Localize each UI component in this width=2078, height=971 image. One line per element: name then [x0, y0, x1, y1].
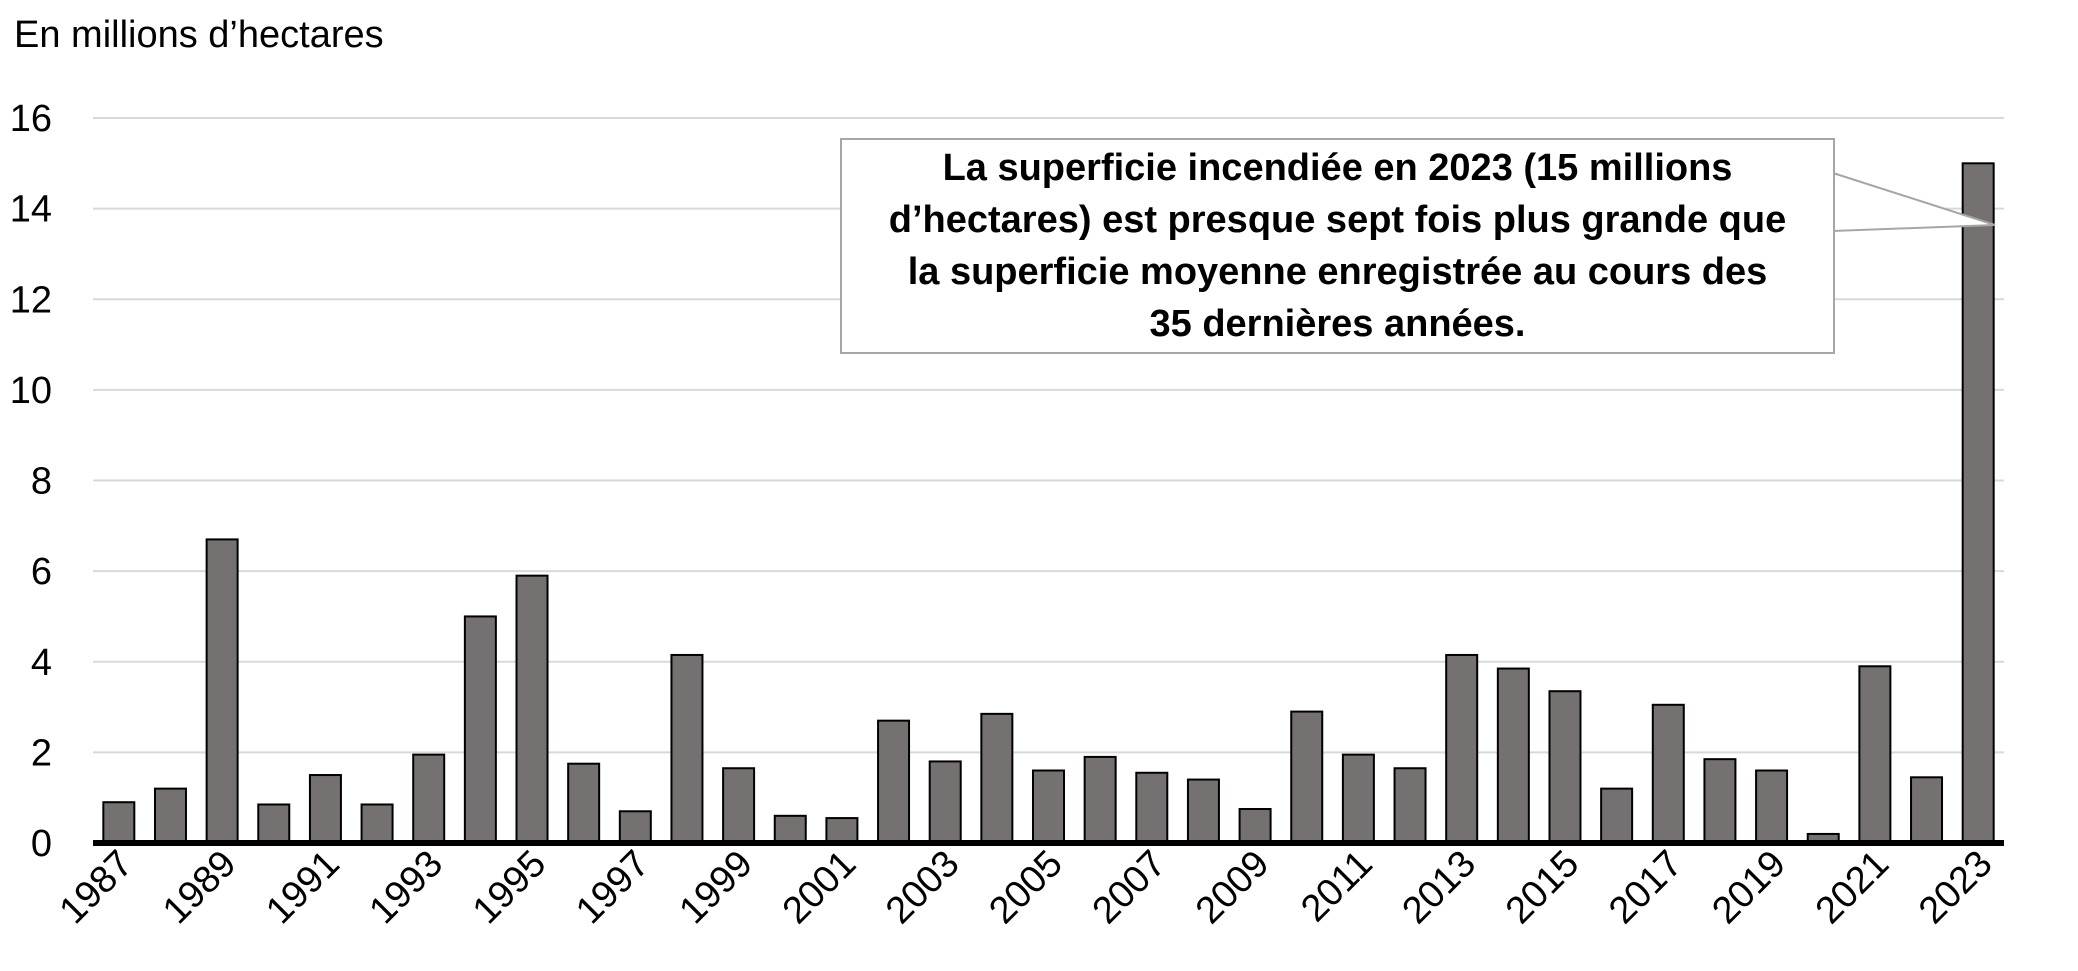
annotation-box: La superficie incendiée en 2023 (15 mill… — [840, 138, 1835, 354]
bar-2006 — [1083, 755, 1117, 844]
x-tick-label: 1995 — [465, 843, 554, 932]
y-tick-label: 16 — [10, 98, 52, 140]
bar-2018 — [1703, 758, 1737, 844]
bar-1994 — [463, 615, 497, 844]
y-tick-label: 12 — [10, 279, 52, 321]
x-tick-label: 2019 — [1704, 843, 1793, 932]
x-tick-label: 2023 — [1911, 843, 2000, 932]
y-tick-label: 6 — [31, 551, 52, 593]
bar-1998 — [670, 653, 704, 844]
bar-2012 — [1393, 767, 1427, 844]
bar-1992 — [360, 803, 394, 844]
bar-2000 — [773, 814, 807, 844]
bar-2010 — [1290, 710, 1324, 844]
x-tick-label: 2015 — [1498, 843, 1587, 932]
bar-2015 — [1548, 690, 1582, 844]
x-tick-label: 2013 — [1395, 843, 1484, 932]
x-tick-label: 2009 — [1188, 843, 1277, 932]
bars — [102, 162, 1995, 844]
x-tick-label: 2005 — [981, 843, 1070, 932]
bar-2016 — [1600, 787, 1634, 844]
x-tick-label: 2001 — [775, 843, 864, 932]
y-tick-label: 4 — [31, 642, 52, 684]
bar-1999 — [722, 767, 756, 844]
bar-1991 — [308, 774, 342, 844]
x-tick-label: 2021 — [1808, 843, 1897, 932]
x-tick-label: 2017 — [1601, 843, 1690, 932]
bar-1997 — [618, 810, 652, 844]
x-tick-label: 1987 — [52, 843, 141, 932]
bar-2017 — [1651, 703, 1685, 844]
y-tick-label: 10 — [10, 370, 52, 412]
bar-2013 — [1445, 653, 1479, 844]
bar-1990 — [257, 803, 291, 844]
bar-2007 — [1135, 771, 1169, 844]
y-tick-label: 0 — [31, 823, 52, 865]
bar-1988 — [153, 787, 187, 844]
bar-2019 — [1755, 769, 1789, 844]
bar-1995 — [515, 574, 549, 844]
x-axis-ticks: 1987 1989 1991 1993 1995 1997 1999 2001 2003 2005… — [52, 843, 2001, 932]
y-axis-ticks: 0 2 4 6 8 10 12 14 16 — [10, 98, 52, 865]
bar-2011 — [1341, 753, 1375, 844]
bar-1987 — [102, 801, 136, 844]
bar-2008 — [1186, 778, 1220, 844]
bar-2001 — [825, 817, 859, 844]
x-tick-label: 1993 — [362, 843, 451, 932]
bar-2014 — [1496, 667, 1530, 844]
y-tick-label: 8 — [31, 461, 52, 503]
bar-2004 — [980, 712, 1014, 844]
bar-2021 — [1858, 665, 1892, 844]
bar-1989 — [205, 538, 239, 844]
x-tick-label: 1997 — [568, 843, 657, 932]
x-tick-label: 2011 — [1293, 843, 1380, 930]
x-tick-label: 2003 — [878, 843, 967, 932]
bar-2009 — [1238, 808, 1272, 844]
bar-1993 — [412, 753, 446, 844]
bar-2005 — [1032, 769, 1065, 844]
bar-2023 — [1961, 162, 1995, 844]
x-tick-label: 1999 — [671, 843, 760, 932]
bar-2003 — [928, 760, 962, 844]
bar-2002 — [877, 719, 911, 844]
bar-2022 — [1910, 776, 1944, 844]
x-tick-label: 1991 — [258, 843, 347, 932]
x-tick-label: 2007 — [1085, 843, 1174, 932]
y-axis-label: En millions d’hectares — [14, 14, 384, 56]
y-tick-label: 2 — [31, 732, 52, 774]
x-tick-label: 1989 — [155, 843, 244, 932]
y-tick-label: 14 — [10, 189, 52, 231]
bar-1996 — [567, 762, 601, 844]
